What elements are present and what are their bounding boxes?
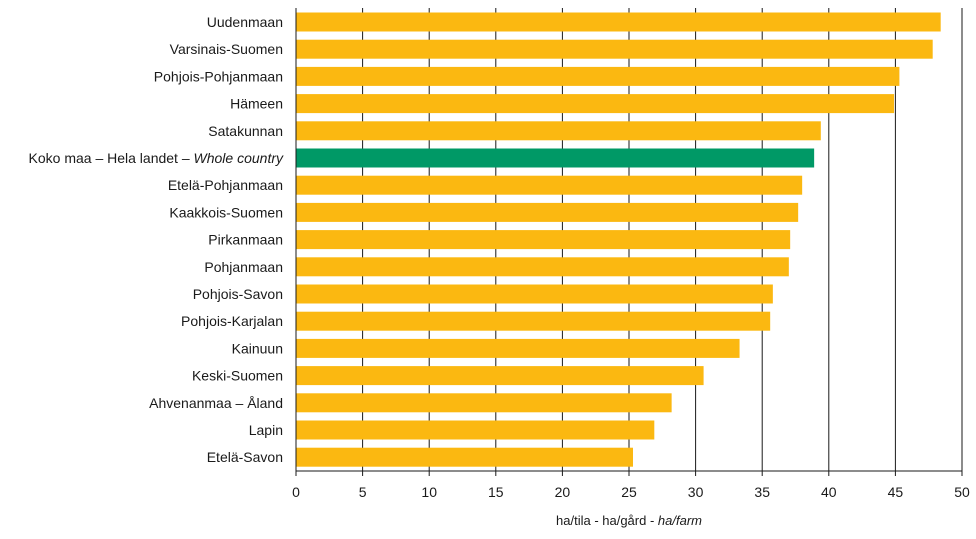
bar (296, 12, 941, 32)
bar (296, 175, 803, 195)
x-tick-label: 0 (292, 484, 300, 500)
bar (296, 202, 799, 222)
x-tick-label: 35 (754, 484, 770, 500)
category-label: Keski-Suomen (192, 368, 283, 384)
category-label: Kaakkois-Suomen (169, 204, 283, 220)
bar (296, 94, 895, 114)
x-tick-label: 20 (555, 484, 571, 500)
bars (296, 12, 941, 467)
category-labels: Uudenmaan Varsinais-Suomen Pohjois-Pohjanm… (29, 14, 284, 465)
bar (296, 121, 821, 141)
category-label: Pohjois-Pohjanmaan (154, 68, 283, 84)
x-tick-label: 25 (621, 484, 637, 500)
category-label: Pohjois-Karjalan (181, 313, 283, 329)
x-tick-label: 40 (821, 484, 837, 500)
x-axis-label-plain: ha/tila - ha/gård - (556, 513, 658, 528)
category-label: Etelä-Pohjanmaan (168, 177, 283, 193)
category-label: Hämeen (230, 96, 283, 112)
bar (296, 447, 633, 467)
category-label: Ahvenanmaa – Åland (149, 395, 283, 411)
category-label: Etelä-Savon (207, 449, 283, 465)
bar (296, 230, 791, 250)
bar (296, 284, 773, 304)
x-tick-label: 50 (954, 484, 970, 500)
x-axis-label-italic: ha/farm (658, 513, 702, 528)
bar (296, 257, 789, 277)
category-label: Pohjois-Savon (193, 286, 283, 302)
category-label: Kainuun (232, 340, 283, 356)
category-label: Pirkanmaan (208, 232, 283, 248)
x-tick-label: 15 (488, 484, 504, 500)
x-tick-label: 10 (421, 484, 437, 500)
bar-highlight (296, 148, 815, 168)
bar (296, 393, 672, 413)
bar (296, 66, 900, 86)
x-tick-labels: 0 5 10 15 20 25 30 35 40 45 50 (292, 471, 970, 500)
category-label: Uudenmaan (207, 14, 283, 30)
bar (296, 39, 933, 59)
x-tick-label: 45 (888, 484, 904, 500)
bar (296, 420, 655, 440)
category-label: Satakunnan (208, 123, 283, 139)
category-label: Koko maa – Hela landet – Whole country (29, 150, 284, 166)
category-label: Lapin (249, 422, 283, 438)
x-tick-label: 5 (359, 484, 367, 500)
x-tick-label: 30 (688, 484, 704, 500)
bar (296, 338, 740, 358)
category-label: Varsinais-Suomen (170, 41, 283, 57)
bar (296, 311, 771, 331)
bar (296, 366, 704, 386)
category-label: Pohjanmaan (204, 259, 283, 275)
x-axis-label: ha/tila - ha/gård - ha/farm (556, 513, 702, 528)
